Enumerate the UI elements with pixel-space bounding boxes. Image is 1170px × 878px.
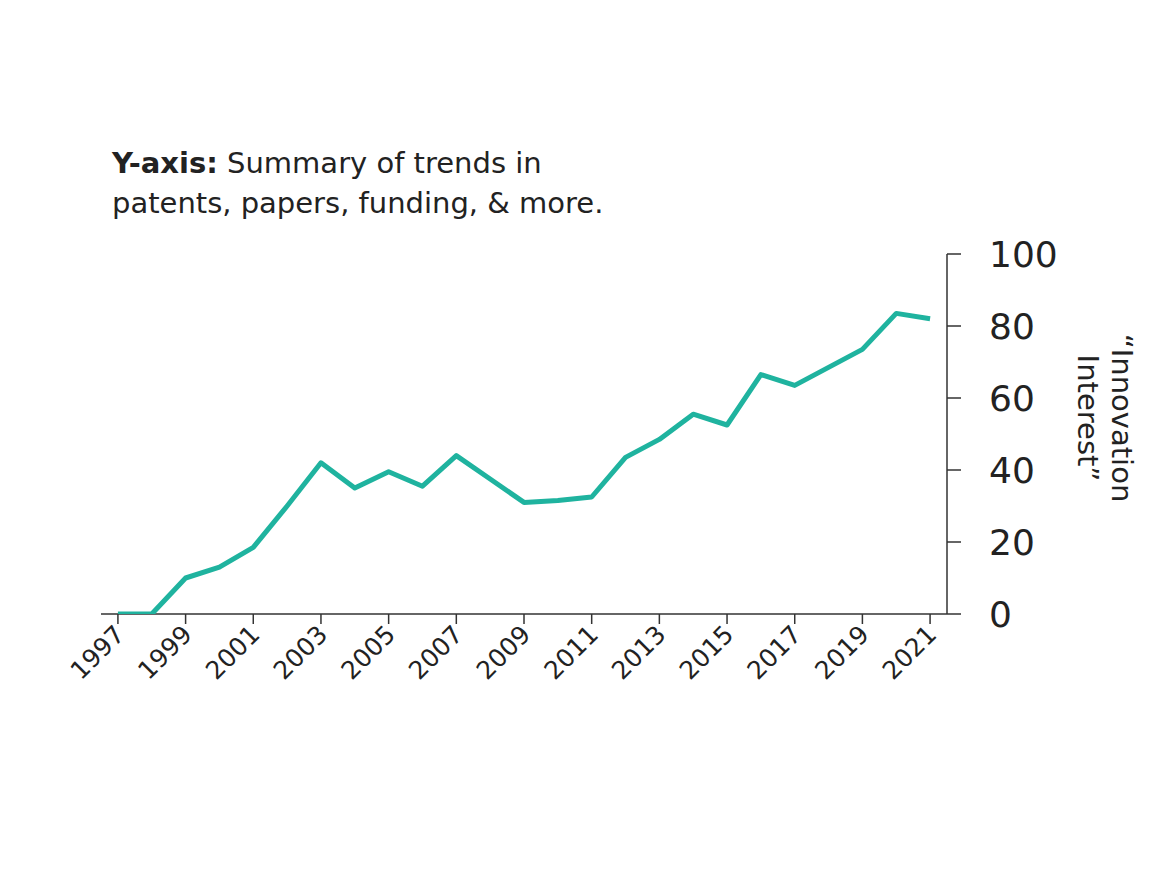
y-axis-label-line: Interest” bbox=[1071, 355, 1105, 482]
x-tick-label: 2009 bbox=[471, 620, 536, 685]
x-tick bbox=[929, 614, 931, 624]
x-tick-label: 2019 bbox=[809, 620, 874, 685]
x-tick bbox=[726, 614, 728, 624]
y-axis-label: “InnovationInterest” bbox=[1071, 334, 1139, 503]
y-tick bbox=[947, 469, 961, 471]
x-tick-label: 1997 bbox=[65, 620, 130, 685]
x-tick-label: 2011 bbox=[538, 620, 603, 685]
x-tick bbox=[117, 614, 119, 624]
y-tick-label: 100 bbox=[989, 234, 1058, 275]
x-tick bbox=[456, 614, 458, 624]
x-tick bbox=[659, 614, 661, 624]
x-tick-label: 2013 bbox=[606, 620, 671, 685]
y-tick-label: 60 bbox=[989, 378, 1035, 419]
annotation-label: Y-axis: bbox=[112, 146, 218, 180]
x-tick bbox=[862, 614, 864, 624]
x-tick-label: 2003 bbox=[268, 620, 333, 685]
y-tick-label: 40 bbox=[989, 450, 1035, 491]
x-tick bbox=[320, 614, 322, 624]
series-line bbox=[118, 313, 930, 614]
y-tick bbox=[947, 325, 961, 327]
x-tick-label: 2021 bbox=[877, 620, 942, 685]
chart: 1997199920012003200520072009201120132015… bbox=[0, 0, 1170, 878]
x-tick-label: 1999 bbox=[132, 620, 197, 685]
x-tick-label: 2015 bbox=[674, 620, 739, 685]
y-tick bbox=[947, 397, 961, 399]
x-tick bbox=[591, 614, 593, 624]
y-tick-label: 0 bbox=[989, 594, 1012, 635]
x-tick bbox=[523, 614, 525, 624]
x-tick bbox=[185, 614, 187, 624]
x-tick-label: 2017 bbox=[741, 620, 806, 685]
y-tick bbox=[947, 541, 961, 543]
x-tick-label: 2007 bbox=[403, 620, 468, 685]
y-tick bbox=[947, 253, 961, 255]
plot-area bbox=[118, 313, 930, 614]
x-tick bbox=[388, 614, 390, 624]
annotation: Y-axis: Summary of trends in patents, pa… bbox=[112, 143, 612, 223]
x-tick-label: 2001 bbox=[200, 620, 265, 685]
y-tick-label: 20 bbox=[989, 522, 1035, 563]
y-tick-label: 80 bbox=[989, 306, 1035, 347]
x-tick bbox=[794, 614, 796, 624]
x-tick-label: 2005 bbox=[335, 620, 400, 685]
y-axis bbox=[946, 254, 948, 614]
x-tick bbox=[253, 614, 255, 624]
y-axis-label-line: “Innovation bbox=[1105, 334, 1139, 503]
y-tick bbox=[947, 613, 961, 615]
